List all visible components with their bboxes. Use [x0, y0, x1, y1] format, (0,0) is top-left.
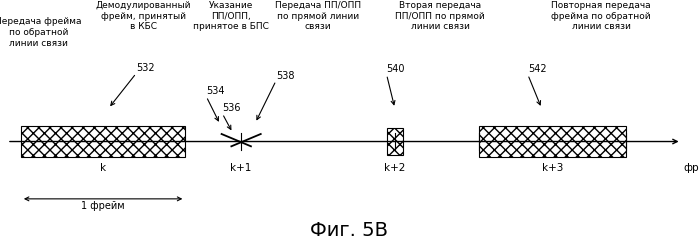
- Text: 1 фрейм: 1 фрейм: [81, 201, 125, 211]
- Text: Передача ПП/ОПП
по прямой линии
связи: Передача ПП/ОПП по прямой линии связи: [275, 1, 361, 31]
- Text: Передача фрейма
по обратной
линии связи: Передача фрейма по обратной линии связи: [0, 17, 82, 48]
- Text: k+2: k+2: [384, 163, 405, 173]
- Text: 538: 538: [276, 71, 294, 81]
- Text: Демодулированный
фрейм, принятый
в КБС: Демодулированный фрейм, принятый в КБС: [96, 1, 191, 31]
- Bar: [479, 126, 626, 157]
- Text: 542: 542: [528, 64, 547, 74]
- Bar: [387, 128, 403, 155]
- Text: Повторная передача
фрейма по обратной
линии связи: Повторная передача фрейма по обратной ли…: [552, 1, 651, 31]
- Text: Фиг. 5В: Фиг. 5В: [310, 221, 389, 240]
- Text: 534: 534: [206, 86, 224, 96]
- Text: k: k: [101, 163, 106, 173]
- Bar: [21, 126, 185, 157]
- Text: k+1: k+1: [231, 163, 252, 173]
- Text: 532: 532: [136, 63, 155, 73]
- Text: фрейм: фрейм: [684, 163, 699, 173]
- Text: 540: 540: [387, 64, 405, 74]
- Text: Указание
ПП/ОПП,
принятое в БПС: Указание ПП/ОПП, принятое в БПС: [193, 1, 268, 31]
- Text: k+3: k+3: [542, 163, 563, 173]
- Text: Вторая передача
ПП/ОПП по прямой
линии связи: Вторая передача ПП/ОПП по прямой линии с…: [396, 1, 485, 31]
- Text: 536: 536: [222, 103, 240, 113]
